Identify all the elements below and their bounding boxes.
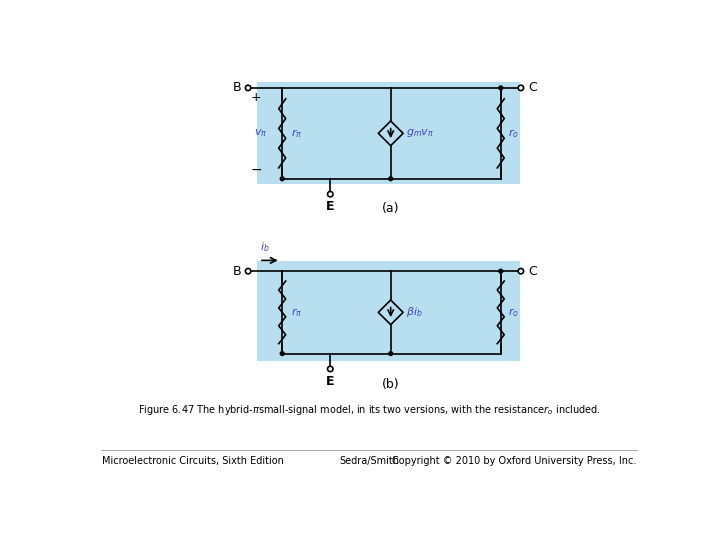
Circle shape [389, 177, 392, 181]
Text: $v_{\pi}$: $v_{\pi}$ [254, 127, 267, 139]
Text: +: + [251, 91, 261, 104]
Text: C: C [528, 82, 536, 94]
Circle shape [328, 366, 333, 372]
Text: Microelectronic Circuits, Sixth Edition: Microelectronic Circuits, Sixth Edition [102, 456, 284, 467]
Circle shape [499, 86, 503, 90]
Text: Copyright © 2010 by Oxford University Press, Inc.: Copyright © 2010 by Oxford University Pr… [392, 456, 636, 467]
Circle shape [246, 85, 251, 91]
Circle shape [280, 352, 284, 355]
Text: $\beta i_b$: $\beta i_b$ [406, 305, 423, 319]
Text: $i_b$: $i_b$ [261, 240, 270, 254]
Text: E: E [326, 200, 335, 213]
Text: −: − [250, 163, 261, 177]
Text: $g_m v_{\pi}$: $g_m v_{\pi}$ [406, 127, 434, 139]
Circle shape [518, 268, 523, 274]
Circle shape [246, 268, 251, 274]
Circle shape [518, 85, 523, 91]
Text: $r_o$: $r_o$ [508, 127, 518, 140]
Text: B: B [233, 265, 241, 278]
Text: C: C [528, 265, 536, 278]
Circle shape [280, 177, 284, 181]
Circle shape [499, 269, 503, 273]
Text: $r_{\pi}$: $r_{\pi}$ [291, 306, 302, 319]
Text: B: B [233, 82, 241, 94]
Circle shape [389, 352, 392, 355]
Text: (a): (a) [382, 202, 400, 215]
Text: Sedra/Smith: Sedra/Smith [339, 456, 399, 467]
Text: $r_o$: $r_o$ [508, 306, 518, 319]
Text: (b): (b) [382, 378, 400, 391]
Text: $r_{\pi}$: $r_{\pi}$ [291, 127, 302, 140]
Circle shape [328, 192, 333, 197]
Bar [256, 82, 520, 184]
Text: E: E [326, 375, 335, 388]
Bar [256, 261, 520, 361]
Text: Figure 6.47 The hybrid-$\pi$small-signal model, in its two versions, with the re: Figure 6.47 The hybrid-$\pi$small-signal… [138, 403, 600, 417]
